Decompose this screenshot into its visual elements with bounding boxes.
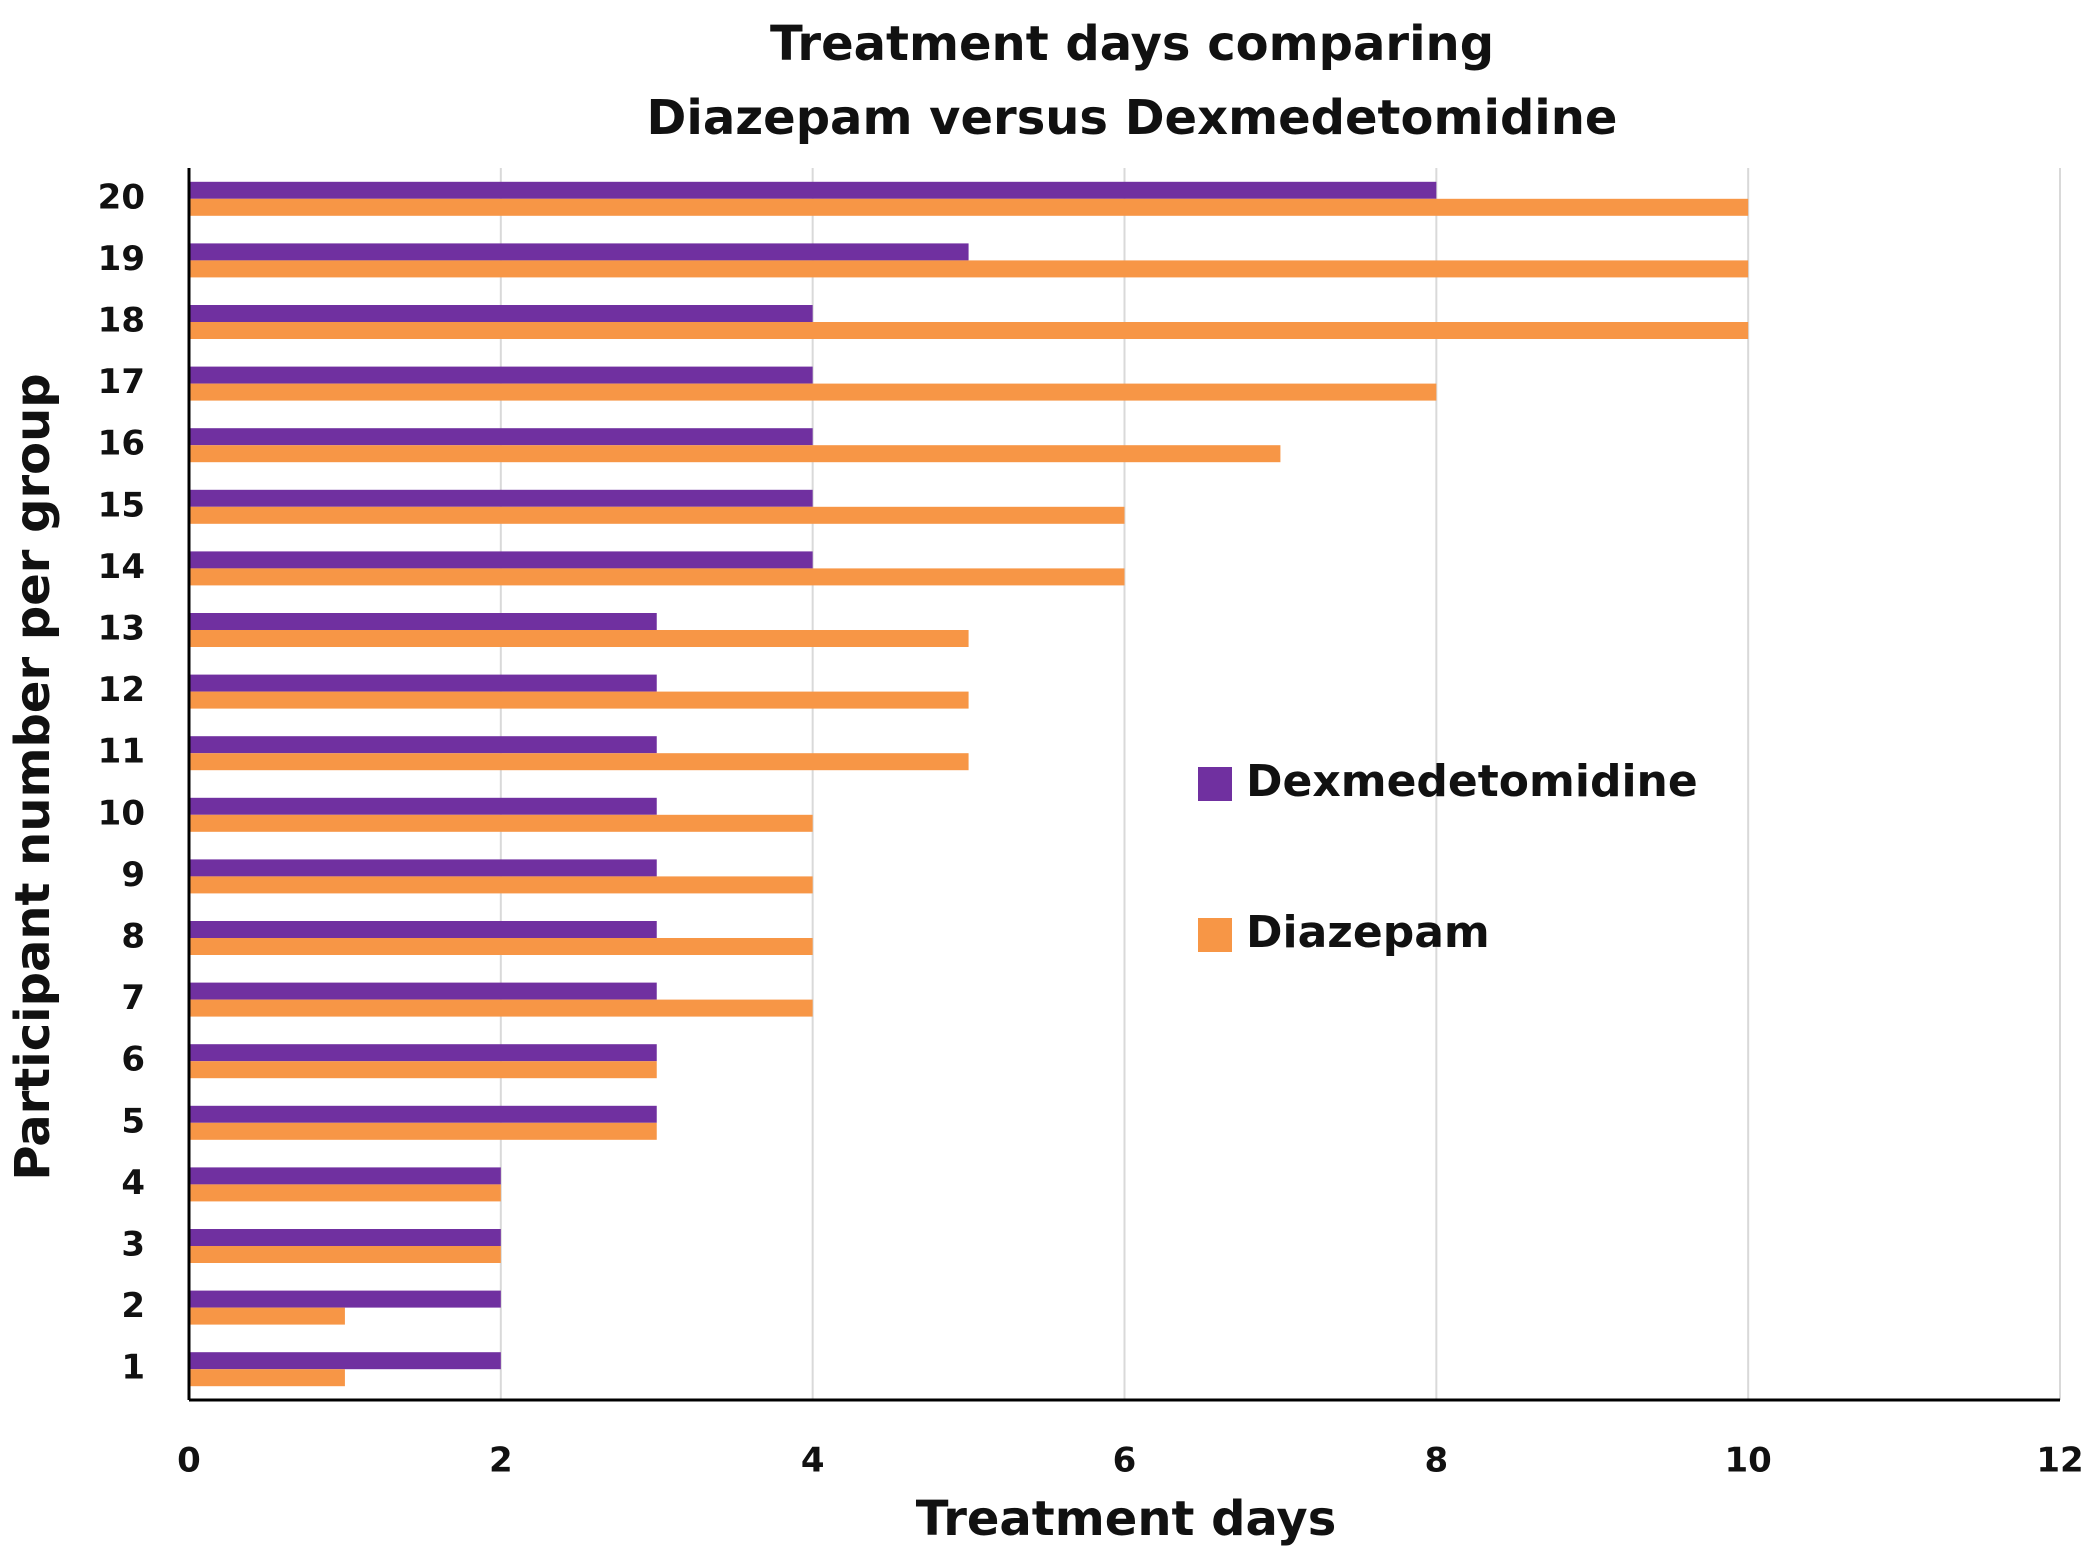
bar	[189, 1184, 501, 1202]
bar	[189, 1061, 657, 1079]
y-tick-label: 14	[98, 547, 145, 587]
y-tick-label: 10	[98, 793, 145, 833]
bar	[189, 814, 813, 832]
y-tick-label: 20	[98, 177, 145, 217]
y-tick-label: 7	[121, 978, 145, 1018]
bar	[189, 445, 1281, 463]
y-tick-label: 4	[121, 1163, 145, 1203]
legend-swatch	[1198, 767, 1232, 801]
bar	[189, 1352, 501, 1370]
bar	[189, 181, 1437, 199]
y-tick-label: 8	[121, 917, 145, 957]
y-tick-label: 2	[121, 1286, 145, 1326]
bar	[189, 876, 813, 894]
bar	[189, 859, 657, 877]
bar	[189, 753, 969, 771]
y-tick-label: 11	[98, 732, 145, 772]
bar	[189, 736, 657, 754]
bar	[189, 305, 813, 322]
y-tick-label: 1	[121, 1348, 145, 1388]
bar	[189, 921, 657, 938]
bar	[189, 322, 1749, 339]
bar	[189, 1307, 345, 1325]
y-tick-label: 5	[121, 1101, 145, 1141]
bar	[189, 613, 657, 630]
x-tick-label: 8	[1424, 1441, 1448, 1481]
y-tick-label: 3	[121, 1225, 145, 1265]
x-tick-label: 2	[489, 1441, 513, 1481]
bar	[189, 260, 1749, 278]
y-tick-label: 19	[98, 239, 145, 279]
bar	[189, 1290, 501, 1308]
bar	[189, 1167, 501, 1185]
x-tick-label: 12	[2036, 1441, 2083, 1481]
bar	[189, 506, 1125, 524]
bar	[189, 938, 813, 955]
bar	[189, 383, 1437, 401]
y-tick-label: 16	[98, 424, 145, 464]
bar	[189, 1369, 345, 1387]
bar	[189, 691, 969, 709]
legend-label: Diazepam	[1246, 907, 1490, 958]
legend-label: Dexmedetomidine	[1246, 756, 1698, 807]
chart-title: Diazepam versus Dexmedetomidine	[647, 90, 1618, 146]
bar	[189, 999, 813, 1017]
bar	[189, 630, 969, 647]
y-tick-label: 17	[98, 362, 145, 402]
x-tick-label: 0	[177, 1441, 201, 1481]
bar	[189, 1246, 501, 1263]
x-axis-title: Treatment days	[916, 1491, 1337, 1547]
legend-swatch	[1198, 918, 1232, 952]
y-tick-label: 18	[98, 301, 145, 341]
bar	[189, 568, 1125, 586]
bar	[189, 551, 813, 569]
bar	[189, 198, 1749, 216]
bar	[189, 243, 969, 261]
y-tick-label: 15	[98, 485, 145, 525]
y-tick-label: 9	[121, 855, 145, 895]
bar	[189, 1229, 501, 1246]
y-tick-label: 13	[98, 609, 145, 649]
bar	[189, 489, 813, 507]
bar	[189, 366, 813, 384]
y-tick-label: 6	[121, 1040, 145, 1080]
x-tick-label: 6	[1113, 1441, 1137, 1481]
x-tick-label: 10	[1725, 1441, 1772, 1481]
y-tick-label: 12	[98, 670, 145, 710]
bar	[189, 982, 657, 1000]
bar	[189, 674, 657, 692]
bar	[189, 1044, 657, 1062]
bar	[189, 1122, 657, 1140]
bar	[189, 797, 657, 815]
chart-title: Treatment days comparing	[770, 16, 1494, 72]
bar	[189, 1105, 657, 1123]
bar	[189, 428, 813, 446]
y-axis-title: Participant number per group	[5, 373, 61, 1180]
x-tick-label: 4	[801, 1441, 825, 1481]
